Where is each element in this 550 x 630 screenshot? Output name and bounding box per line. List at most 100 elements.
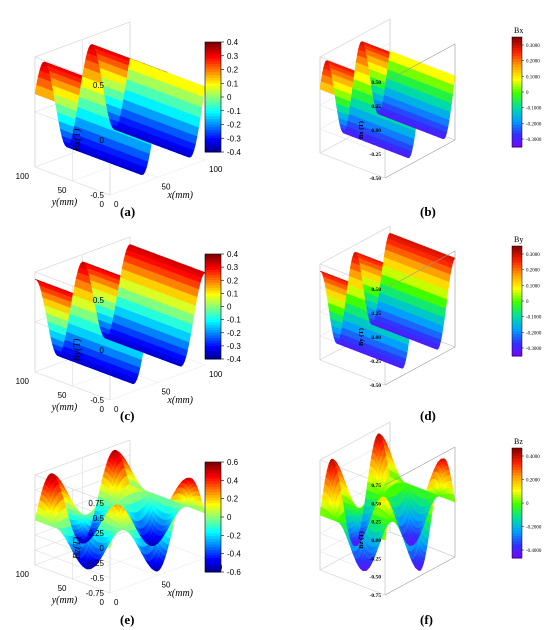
colorbar-segment [205,130,221,134]
z-tick-label: 0.50 [371,80,381,86]
colorbar-segment [512,72,522,76]
colorbar-segment [512,103,522,107]
colorbar-segment [512,138,522,142]
colorbar-tick-label: -0.3 [227,134,241,143]
colorbar-segment [512,130,522,134]
colorbar-segment [512,136,522,140]
colorbar-segment [512,122,522,126]
colorbar-segment [512,61,522,65]
colorbar-segment [205,149,221,153]
colorbar-tick-label: 0.2 [227,66,239,75]
colorbar-tick-label: -0.1000 [526,107,542,112]
colorbar-segment [205,135,221,139]
colorbar-tick-label: -0.2000 [526,122,542,127]
colorbar-segment [205,80,221,84]
y-tick-label: 100 [16,172,30,181]
panel-a: 0.5 0 -0.5 Bx(T) 100 50 0 y(mm) 0 50 100 x(mm) 0.4 0.… [0,21,270,210]
colorbar-segment [512,83,522,87]
x-axis-label: x(mm) [166,190,193,201]
colorbar-tick-label: 0.4 [227,38,239,47]
colorbar-segment [205,143,221,147]
colorbar-segment [205,53,221,57]
colorbar-segment [205,72,221,76]
colorbar-segment [512,97,522,101]
colorbar-segment [205,86,221,90]
colorbar-tick-label: -0.1 [227,107,241,116]
colorbar-tick-label: 0.2000 [526,60,540,65]
colorbar-segment [512,67,522,71]
colorbar-segment [205,110,221,114]
surface-mesh [34,244,206,385]
colorbar-segment [512,116,522,120]
colorbar-segment [512,70,522,74]
colorbar-segment [512,75,522,79]
colorbar-segment [205,94,221,98]
colorbar-tick-label: 0.3000 [526,44,540,49]
colorbar-segment [512,111,522,115]
colorbar-segment [512,92,522,96]
colorbar-segment [205,113,221,117]
z-tick-label: -0.50 [370,176,382,182]
colorbar-segment [512,81,522,85]
colorbar-tick-label: 0 [526,91,529,96]
x-tick-label: 50 [162,183,171,192]
colorbar-segment [512,45,522,49]
colorbar-tick-label: 0.1 [227,79,239,88]
colorbar-segment [205,58,221,62]
caption-b: (b) [420,204,436,219]
colorbar-tick-label: -0.4 [227,148,241,157]
surface-facet [388,50,393,62]
colorbar-segment [205,88,221,92]
z-axis-label: Bx(T) [72,128,83,151]
colorbar-segment [512,94,522,98]
colorbar-segment [205,124,221,128]
colorbar-segment [512,86,522,90]
x-tick-label: 0 [114,200,119,209]
colorbar-segment [512,89,522,93]
panel-c: 0.5 0 -0.5 By(T) 100 50 0 y(mm) 0 50 100 x(mm) 0.4 0.… [0,236,270,415]
caption-a: (a) [120,204,136,219]
legend-title: Bx [514,26,523,35]
colorbar-segment [512,141,522,145]
colorbar-segment [205,132,221,136]
z-axis-label: Bx (T) [358,121,365,139]
surface-facet [128,58,133,71]
colorbar-segment [205,127,221,131]
colorbar-segment [205,116,221,120]
z-tick-label: 0 [100,136,105,145]
colorbar-segment [205,64,221,68]
y-axis-label: y(mm) [51,197,78,208]
box-edge [384,43,456,83]
colorbar-segment [205,97,221,101]
colorbar-segment [205,47,221,51]
colorbar-tick-label: 0.3 [227,52,239,61]
colorbar-segment [512,133,522,137]
colorbar-segment [512,144,522,148]
colorbar-segment [512,39,522,43]
z-tick-label: 0.00 [371,128,381,134]
colorbar-segment [205,138,221,142]
colorbar-segment [512,59,522,63]
colorbar-segment [205,141,221,145]
colorbar-segment [512,127,522,131]
colorbar-segment [512,64,522,68]
colorbar-segment [205,105,221,109]
y-tick-label: 0 [100,200,105,209]
colorbar-segment [205,50,221,54]
colorbar-segment [512,37,522,41]
colorbar-segment [205,42,221,46]
colorbar-segment [512,50,522,54]
colorbar-segment [205,102,221,106]
colorbar-segment [512,42,522,46]
x-tick-label: 100 [209,165,223,174]
colorbar-segment [512,114,522,118]
surface-mesh [319,41,456,159]
colorbar-segment [512,108,522,112]
colorbar-segment [205,69,221,73]
colorbar-segment [512,48,522,52]
colorbar-segment [205,44,221,48]
colorbar-segment [512,78,522,82]
box-edge [384,139,456,179]
